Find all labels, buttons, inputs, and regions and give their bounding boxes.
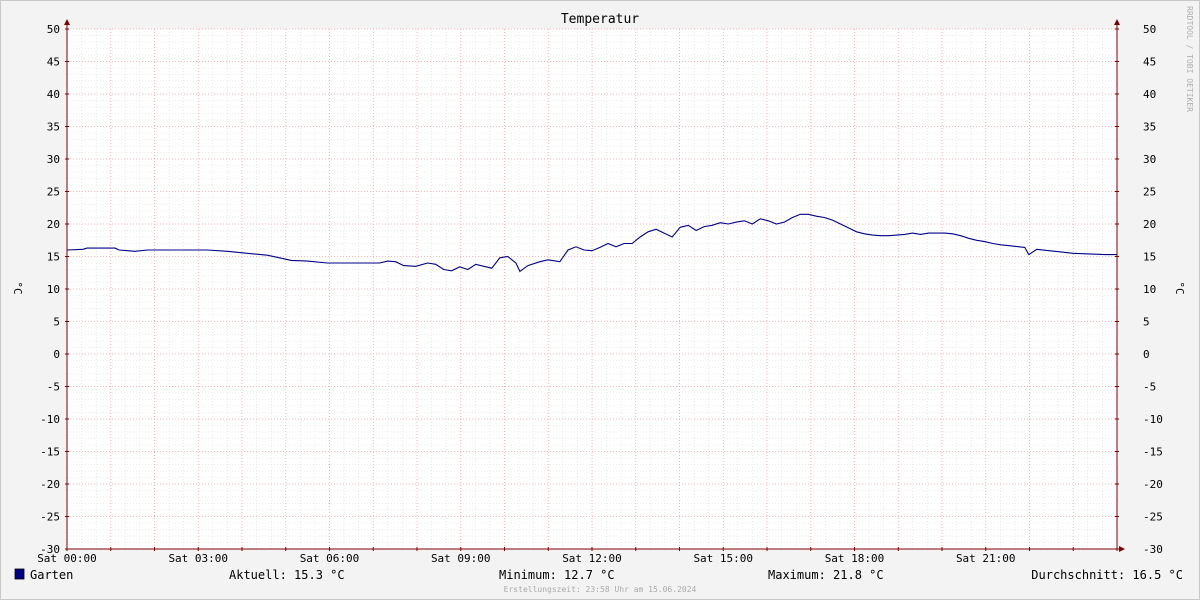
y-tick-label: -30	[40, 543, 60, 556]
y-tick-label: -5	[1143, 381, 1156, 394]
y-tick-label: -25	[1143, 511, 1163, 524]
y-tick-label: 45	[47, 56, 60, 69]
y-tick-label: -20	[1143, 478, 1163, 491]
y-tick-label: 30	[47, 153, 60, 166]
y-tick-label: 15	[1143, 251, 1156, 264]
series-lines	[66, 213, 1117, 273]
y-tick-label: -10	[40, 413, 60, 426]
y-tick-label: 25	[47, 186, 60, 199]
y-tick-label: 15	[47, 251, 60, 264]
watermark: RRDTOOL / TOBI OETIKER	[1185, 6, 1194, 112]
legend-current: Aktuell: 15.3 °C	[229, 568, 345, 582]
x-tick-label: Sat 00:00	[37, 552, 97, 565]
y-tick-label: 35	[47, 121, 60, 134]
legend-swatch	[14, 568, 25, 580]
y-tick-label: -25	[40, 511, 60, 524]
x-axis-arrow	[1119, 546, 1125, 552]
y-tick-label: -5	[47, 381, 60, 394]
y-tick-label: -20	[40, 478, 60, 491]
y-axis-label-left: °C	[11, 281, 24, 294]
y-tick-label: 45	[1143, 56, 1156, 69]
y-tick-label: 10	[1143, 283, 1156, 296]
y-tick-label: 50	[47, 23, 60, 36]
y-tick-label: 10	[47, 283, 60, 296]
x-tick-label: Sat 06:00	[300, 552, 360, 565]
y-tick-label: 50	[1143, 23, 1156, 36]
axes	[64, 19, 1125, 552]
series-line-garten	[66, 213, 1117, 273]
y-tick-label: 40	[47, 88, 60, 101]
y-tick-label: 5	[53, 316, 60, 329]
y-tick-label: 20	[1143, 218, 1156, 231]
y-tick-label: -30	[1143, 543, 1163, 556]
y-tick-label: 40	[1143, 88, 1156, 101]
y-axis-label-right: °C	[1173, 281, 1186, 294]
chart-title: Temperatur	[561, 12, 639, 27]
y-tick-label: -10	[1143, 413, 1163, 426]
legend-minimum: Minimum: 12.7 °C	[499, 568, 615, 582]
y-tick-label: 25	[1143, 186, 1156, 199]
x-tick-label: Sat 18:00	[825, 552, 885, 565]
legend-maximum: Maximum: 21.8 °C	[768, 568, 884, 582]
y-tick-label: 20	[47, 218, 60, 231]
x-tick-labels: Sat 00:00 Sat 03:00 Sat 06:00 Sat 09:00 Sat …	[37, 552, 1015, 565]
y-axis-arrow-right	[1114, 19, 1120, 25]
x-tick-label: Sat 03:00	[168, 552, 228, 565]
y-tick-label: 0	[1143, 348, 1150, 361]
legend-average: Durchschnitt: 16.5 °C	[1031, 568, 1183, 582]
x-tick-label: Sat 15:00	[693, 552, 753, 565]
x-tick-label: Sat 21:00	[956, 552, 1016, 565]
creation-time: Erstellungszeit: 23:58 Uhr am 15.06.2024	[504, 585, 697, 594]
x-tick-label: Sat 12:00	[562, 552, 622, 565]
y-tick-label: 30	[1143, 153, 1156, 166]
y-tick-label: -15	[1143, 446, 1163, 459]
y-axis-arrow-left	[64, 19, 70, 25]
y-tick-label: 5	[1143, 316, 1150, 329]
y-tick-label: 35	[1143, 121, 1156, 134]
x-tick-label: Sat 09:00	[431, 552, 491, 565]
legend-series-name: Garten	[30, 568, 73, 582]
y-tick-label: -15	[40, 446, 60, 459]
y-tick-label: 0	[53, 348, 60, 361]
